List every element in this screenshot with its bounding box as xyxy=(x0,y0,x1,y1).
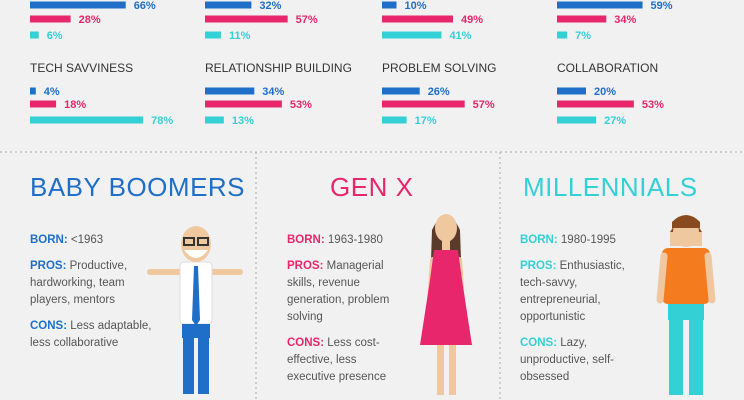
bar xyxy=(557,31,568,39)
field-text: Productive, hardworking, team players, m… xyxy=(30,260,128,306)
value-label: 66% xyxy=(134,0,156,12)
field-label: PROS: xyxy=(30,260,67,272)
bar xyxy=(30,116,144,124)
value-label: 41% xyxy=(449,30,471,42)
value-label: 34% xyxy=(614,14,636,26)
bar xyxy=(557,1,643,9)
bar xyxy=(30,100,57,108)
chart-title: RELATIONSHIP BUILDING xyxy=(205,61,352,75)
field-label: PROS: xyxy=(287,260,324,272)
field-text: Lazy, unproductive, self-obsessed xyxy=(520,337,614,383)
field-text: <1963 xyxy=(70,234,104,246)
bar xyxy=(557,87,586,95)
value-label: 17% xyxy=(415,115,437,127)
generation-born: BORN: 1963-1980 xyxy=(287,232,405,249)
bar xyxy=(557,116,597,124)
value-label: 7% xyxy=(575,30,591,42)
value-label: 20% xyxy=(594,86,616,98)
value-label: 18% xyxy=(64,99,86,111)
value-label: 53% xyxy=(290,99,312,111)
value-label: 4% xyxy=(44,86,60,98)
field-label: BORN: xyxy=(520,234,558,246)
generation-text: BORN: 1963-1980 PROS: Managerial skills, … xyxy=(287,232,405,395)
generation-cons: CONS: Less cost-effective, less executiv… xyxy=(287,335,405,386)
chart-title: TECH SAVVINESS xyxy=(30,61,133,75)
bar xyxy=(382,1,397,9)
field-label: PROS: xyxy=(520,260,557,272)
value-label: 26% xyxy=(428,86,450,98)
bar xyxy=(30,1,126,9)
value-label: 10% xyxy=(405,0,427,12)
value-label: 49% xyxy=(461,14,483,26)
generation-text: BORN: 1980-1995 PROS: Enthusiastic, tech-… xyxy=(520,232,642,395)
value-label: 28% xyxy=(79,14,101,26)
generation-pros: PROS: Managerial skills, revenue generat… xyxy=(287,258,405,326)
field-label: BORN: xyxy=(287,234,325,246)
generation-cons: CONS: Less adaptable, less collaborative xyxy=(30,318,152,352)
generation-text: BORN: <1963 PROS: Productive, hardworking… xyxy=(30,232,152,361)
millennial-figure xyxy=(656,215,716,395)
field-text: Enthusiastic, tech-savvy, entrepreneuria… xyxy=(520,260,625,323)
field-text: Managerial skills, revenue generation, p… xyxy=(287,260,390,323)
field-label: CONS: xyxy=(287,337,325,349)
bar xyxy=(205,15,288,23)
value-label: 13% xyxy=(232,115,254,127)
field-text: Less cost-effective, less executive pres… xyxy=(287,337,387,383)
bar xyxy=(557,15,607,23)
generation-title: MILLENNIALS xyxy=(523,172,698,202)
field-text: 1980-1995 xyxy=(560,234,616,246)
genx-figure xyxy=(420,214,472,395)
bar xyxy=(205,100,282,108)
generation-pros: PROS: Enthusiastic, tech-savvy, entrepre… xyxy=(520,258,642,326)
value-label: 53% xyxy=(642,99,664,111)
bar xyxy=(30,15,71,23)
bar xyxy=(205,1,252,9)
generation-born: BORN: <1963 xyxy=(30,232,152,249)
value-label: 11% xyxy=(229,30,251,42)
field-label: CONS: xyxy=(520,337,558,349)
value-label: 78% xyxy=(151,115,173,127)
chart-title: PROBLEM SOLVING xyxy=(382,61,496,75)
boomer-figure xyxy=(147,226,243,394)
generation-born: BORN: 1980-1995 xyxy=(520,232,642,249)
generation-title: BABY BOOMERS xyxy=(30,172,246,202)
bar xyxy=(205,87,255,95)
bar xyxy=(205,31,221,39)
bar xyxy=(382,116,407,124)
bar xyxy=(382,87,420,95)
value-label: 34% xyxy=(262,86,284,98)
bar xyxy=(205,116,224,124)
field-text: 1963-1980 xyxy=(327,234,383,246)
field-label: BORN: xyxy=(30,234,68,246)
generation-pros: PROS: Productive, hardworking, team play… xyxy=(30,258,152,309)
value-label: 57% xyxy=(473,99,495,111)
value-label: 32% xyxy=(259,0,281,12)
generation-cons: CONS: Lazy, unproductive, self-obsessed xyxy=(520,335,642,386)
bar xyxy=(382,31,442,39)
chart-title: COLLABORATION xyxy=(557,61,658,75)
bar xyxy=(557,100,634,108)
value-label: 27% xyxy=(604,115,626,127)
bar xyxy=(382,100,465,108)
generation-title: GEN X xyxy=(330,172,414,202)
value-label: 59% xyxy=(651,0,673,12)
bar xyxy=(382,15,454,23)
field-text: Less adaptable, less collaborative xyxy=(30,320,152,349)
value-label: 6% xyxy=(47,30,63,42)
bar xyxy=(30,87,36,95)
bar xyxy=(30,31,39,39)
value-label: 57% xyxy=(296,14,318,26)
field-label: CONS: xyxy=(30,320,68,332)
